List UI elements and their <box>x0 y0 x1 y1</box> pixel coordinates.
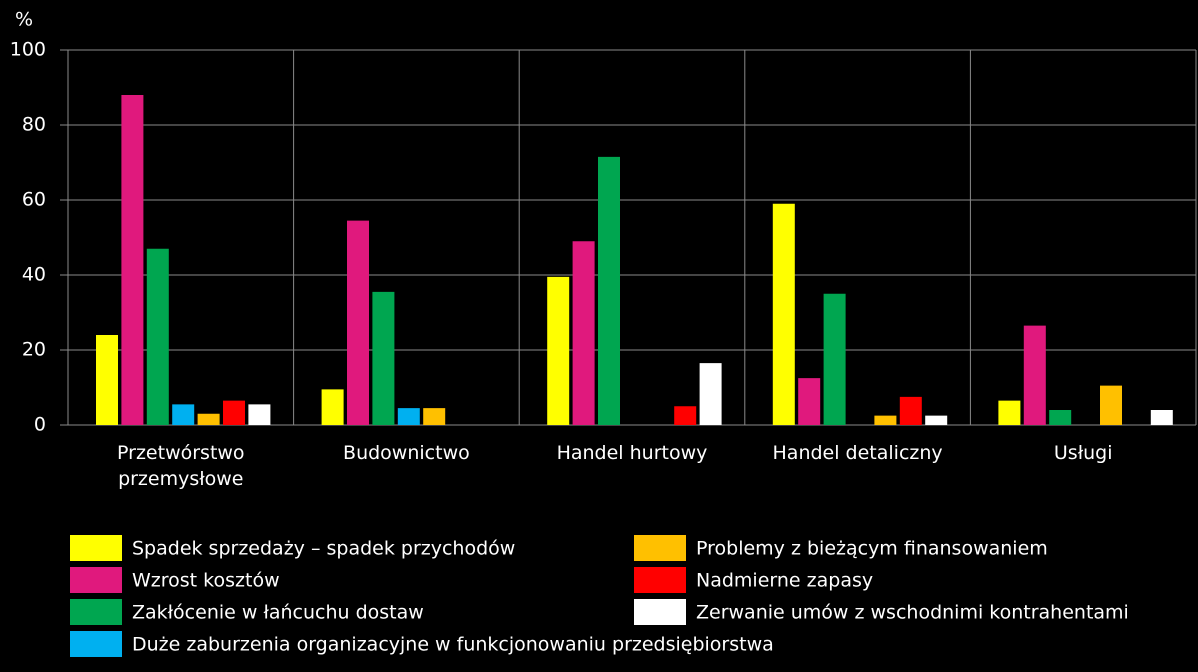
bar <box>899 396 922 425</box>
bar <box>1023 325 1046 425</box>
bar <box>925 415 948 425</box>
y-tick-label: 100 <box>10 39 46 61</box>
bar <box>674 406 697 425</box>
bar <box>598 156 620 425</box>
bar <box>172 404 195 425</box>
bar <box>372 291 395 425</box>
legend-label: Problemy z bieżącym finansowaniem <box>696 538 1048 560</box>
bar <box>572 241 595 425</box>
bar <box>197 413 220 425</box>
bar <box>423 408 446 425</box>
y-axis-label: % <box>15 9 33 31</box>
legend-label: Duże zaburzenia organizacyjne w funkcjon… <box>132 634 774 656</box>
bar <box>146 248 169 425</box>
y-tick-label: 40 <box>22 264 46 286</box>
legend-label: Nadmierne zapasy <box>696 570 873 592</box>
bar <box>1049 410 1072 425</box>
x-tick-label: Handel detaliczny <box>772 442 943 464</box>
legend-swatch <box>634 535 686 561</box>
legend-swatch <box>634 599 686 625</box>
x-tick-label: Budownictwo <box>343 442 470 464</box>
bar <box>321 389 344 425</box>
bar <box>772 203 795 425</box>
legend-swatch <box>634 567 686 593</box>
y-tick-label: 20 <box>22 339 46 361</box>
legend-swatch <box>70 567 122 593</box>
legend-swatch <box>70 631 122 657</box>
bar <box>96 335 118 425</box>
bar <box>223 400 245 425</box>
bar <box>998 400 1021 425</box>
x-tick-label: Przetwórstwo przemysłowe <box>117 442 245 490</box>
x-tick-label: Usługi <box>1053 442 1113 464</box>
bar <box>1150 410 1173 425</box>
y-tick-label: 0 <box>34 414 46 436</box>
y-tick-label: 60 <box>22 189 46 211</box>
legend-label: Wzrost kosztów <box>132 570 280 592</box>
legend-swatch <box>70 599 122 625</box>
bar <box>547 276 570 425</box>
legend-label: Spadek sprzedaży – spadek przychodów <box>132 538 515 560</box>
bar <box>699 363 722 425</box>
bar <box>874 415 897 425</box>
legend-label: Zerwanie umów z wschodnimi kontrahentami <box>696 602 1129 624</box>
bar <box>397 408 420 425</box>
bar <box>1100 385 1122 425</box>
bar <box>121 95 144 425</box>
legend-label: Zakłócenie w łańcuchu dostaw <box>132 602 424 624</box>
bar <box>248 404 271 425</box>
bar <box>798 378 821 425</box>
bar <box>823 293 846 425</box>
bar <box>347 220 369 425</box>
x-tick-label: Handel hurtowy <box>556 442 708 464</box>
y-tick-label: 80 <box>22 114 46 136</box>
legend-swatch <box>70 535 122 561</box>
